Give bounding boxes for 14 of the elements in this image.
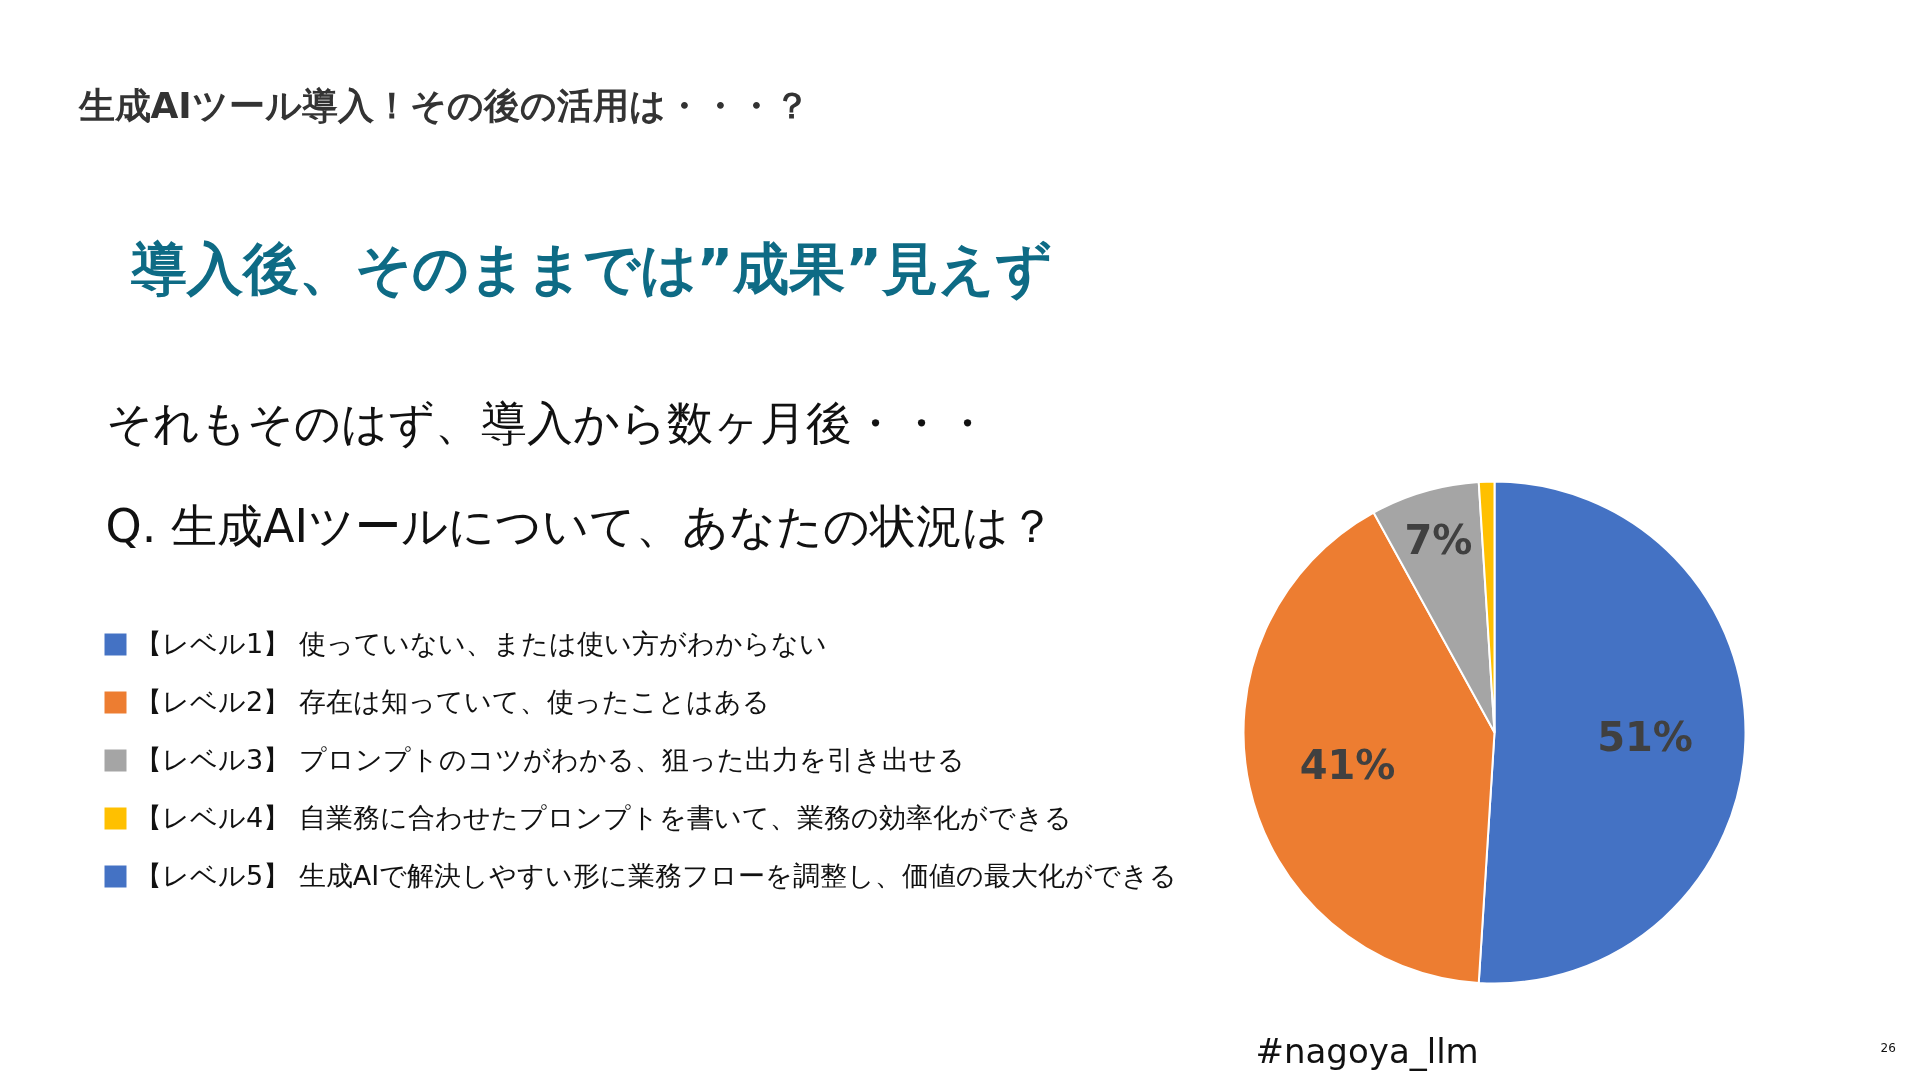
chart-subtitle: 導入後、そのままでは”成果”見えず: [129, 236, 1053, 301]
text: 26: [1880, 1041, 1896, 1055]
legend-label: 【レベル1】 使っていない、または使い方がわからない: [135, 627, 827, 661]
text: それもそのはず、導入から数ヶ月後・・・: [105, 395, 990, 450]
chart-title: 生成AIツール導入！その後の活用は・・・？: [77, 85, 810, 126]
legend-label: 【レベル2】 存在は知っていて、使ったことはある: [135, 685, 770, 719]
data-label: 51%: [1597, 714, 1693, 761]
legend-label: 【レベル4】 自業務に合わせたプロンプトを書いて、業務の効率化ができる: [135, 801, 1072, 835]
data-label: 7%: [1404, 516, 1473, 563]
text: Q. 生成AIツールについて、あなたの状況は？: [105, 498, 1055, 553]
text: #nagoya_llm: [1255, 1030, 1479, 1071]
legend-label: 【レベル5】 生成AIで解決しやすい形に業務フローを調整し、価値の最大化ができる: [135, 859, 1178, 893]
data-label: 41%: [1299, 742, 1396, 789]
legend-label: 【レベル3】 プロンプトのコツがわかる、狙った出力を引き出せる: [135, 743, 965, 777]
